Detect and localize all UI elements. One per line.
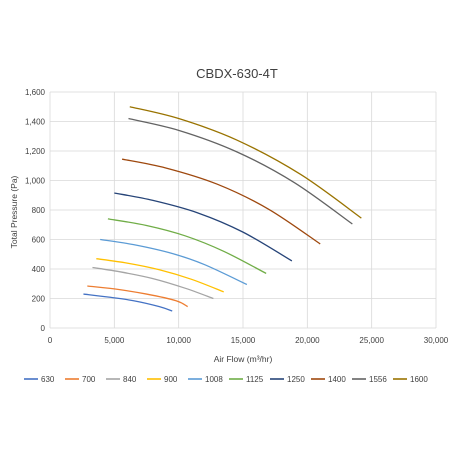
- axes: 0 200 400 600 800 1,000 1,200 1,400 1,600 0 5,000 1…: [25, 88, 449, 345]
- y-tick-label: 1,000: [25, 177, 46, 186]
- y-tick-label: 400: [32, 265, 46, 274]
- series-line-1556: [128, 117, 353, 225]
- y-tick-label: 0: [41, 324, 46, 333]
- chart-title: CBDX-630-4T: [196, 66, 278, 81]
- x-tick-label: 30,000: [424, 336, 449, 345]
- legend-label-1556: 1556: [369, 375, 387, 384]
- x-tick-label: 25,000: [359, 336, 384, 345]
- series-line-700: [87, 285, 188, 308]
- x-tick-label: 15,000: [231, 336, 256, 345]
- x-axis-title: Air Flow (m³/hr): [214, 354, 273, 364]
- legend-label-630: 630: [41, 375, 55, 384]
- series-line-1125: [107, 218, 267, 275]
- legend-label-1125: 1125: [246, 375, 264, 384]
- legend-label-700: 700: [82, 375, 96, 384]
- series-line-1008: [100, 238, 248, 286]
- x-tick-label: 10,000: [166, 336, 191, 345]
- x-tick-label: 20,000: [295, 336, 320, 345]
- legend: 630 700 840 900 1008 1125 1250 1400 1556 1600: [24, 375, 428, 384]
- series-line-630: [83, 293, 173, 312]
- y-tick-label: 1,200: [25, 147, 46, 156]
- y-tick-label: 600: [32, 236, 46, 245]
- legend-label-840: 840: [123, 375, 137, 384]
- y-tick-label: 1,400: [25, 118, 46, 127]
- y-axis-title: Total Pressure (Pa): [9, 175, 19, 248]
- series-line-840: [92, 266, 214, 300]
- series-line-1600: [129, 106, 362, 219]
- series-line-900: [96, 258, 224, 293]
- series-line-1400: [121, 158, 321, 245]
- grid-lines: [49, 91, 437, 329]
- legend-label-1400: 1400: [328, 375, 346, 384]
- series-lines: [83, 106, 362, 312]
- x-tick-label: 5,000: [104, 336, 125, 345]
- legend-label-1250: 1250: [287, 375, 305, 384]
- y-tick-label: 200: [32, 295, 46, 304]
- y-tick-label: 1,600: [25, 88, 46, 97]
- legend-label-900: 900: [164, 375, 178, 384]
- legend-label-1008: 1008: [205, 375, 223, 384]
- x-tick-label: 0: [48, 336, 53, 345]
- y-tick-label: 800: [32, 206, 46, 215]
- series-line-1250: [114, 192, 293, 262]
- legend-label-1600: 1600: [410, 375, 428, 384]
